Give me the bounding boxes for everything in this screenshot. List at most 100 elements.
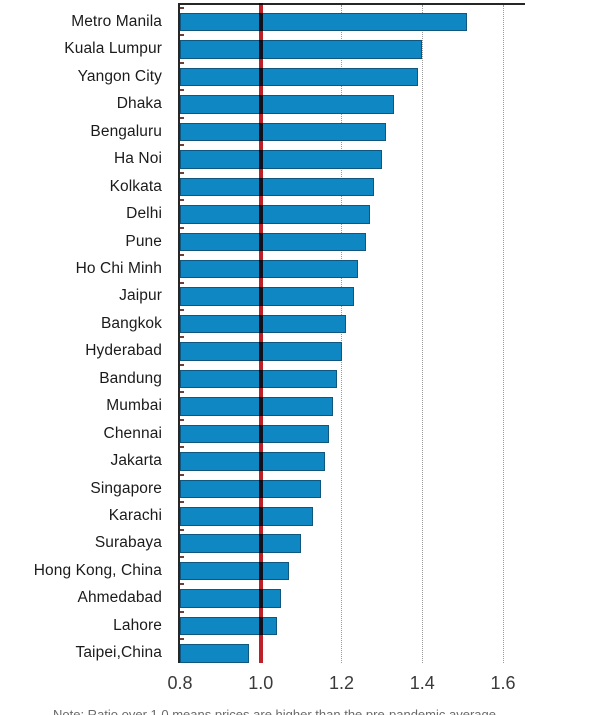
chart-row: Kolkata (0, 169, 602, 197)
bar-hong-kong-china (180, 561, 289, 581)
left-axis-minor-tick (180, 501, 184, 504)
bar-pune (180, 232, 366, 252)
bar-ha-noi (180, 150, 382, 169)
left-axis-minor-tick (180, 281, 184, 284)
chart-row: Ho Chi Minh (0, 251, 602, 279)
left-axis-minor-tick (180, 473, 184, 476)
category-label: Mumbai (106, 397, 162, 415)
left-axis-minor-tick (180, 308, 184, 311)
left-axis-minor-tick (180, 583, 184, 586)
plot-top-spine (178, 3, 525, 5)
left-axis-minor-tick (180, 418, 184, 421)
chart-row: Bengaluru (0, 114, 602, 142)
gridline-1.2 (341, 5, 342, 663)
x-tick-label-1.0: 1.0 (248, 673, 274, 693)
left-axis-minor-tick (180, 391, 184, 394)
category-label: Karachi (108, 507, 162, 525)
bar-metro-manila (180, 12, 467, 32)
chart-row: Bangkok (0, 306, 602, 334)
x-tick-label-0.8: 0.8 (167, 673, 193, 693)
chart-row: Singapore (0, 471, 602, 499)
chart-row: Kuala Lumpur (0, 31, 602, 59)
chart-row: Karachi (0, 498, 602, 526)
left-axis-minor-tick (180, 171, 184, 174)
bar-jakarta (180, 452, 326, 471)
chart-row: Ha Noi (0, 141, 602, 169)
left-axis-minor-tick (180, 7, 184, 9)
category-label: Ho Chi Minh (75, 259, 162, 277)
category-label: Kolkata (109, 177, 162, 195)
reference-line-1.0 (258, 3, 263, 663)
chart-row: Dhaka (0, 86, 602, 114)
left-axis-minor-tick (180, 61, 184, 64)
category-label: Bangkok (100, 314, 162, 332)
category-label: Singapore (90, 479, 162, 497)
category-label: Pune (125, 232, 162, 250)
bar-delhi (180, 205, 370, 224)
category-label: Jaipur (119, 287, 162, 305)
bar-kolkata (180, 177, 374, 197)
left-axis-minor-tick (180, 254, 184, 257)
left-axis-minor-tick (180, 144, 184, 147)
chart-row: Hong Kong, China (0, 553, 602, 581)
chart-row: Delhi (0, 196, 602, 224)
bar-mumbai (180, 397, 334, 416)
left-axis-minor-tick (180, 446, 184, 449)
chart-row: Mumbai (0, 388, 602, 416)
category-label: Lahore (113, 616, 162, 634)
bar-karachi (180, 507, 314, 526)
chart-row: Jaipur (0, 279, 602, 306)
left-axis-minor-tick (180, 199, 184, 202)
chart-row: Taipei,China (0, 635, 602, 663)
bar-kuala-lumpur (180, 40, 423, 59)
chart-row: Lahore (0, 608, 602, 636)
bar-yangon-city (180, 67, 419, 87)
bar-bandung (180, 369, 338, 389)
left-axis-minor-tick (180, 226, 184, 229)
category-label: Dhaka (116, 95, 162, 113)
chart-row: Metro Manila (0, 4, 602, 32)
category-label: Metro Manila (71, 12, 162, 30)
bar-ahmedabad (180, 589, 281, 608)
left-axis-minor-tick (180, 89, 184, 92)
bar-rows: Metro Manila Kuala Lumpur Yangon City Dhaka… (0, 4, 602, 663)
bar-dhaka (180, 95, 394, 114)
caption-text-clipped: Note: Ratio over 1.0 means prices are hi… (53, 707, 500, 715)
bar-singapore (180, 479, 322, 499)
chart-row: Ahmedabad (0, 580, 602, 608)
x-tick-label-1.2: 1.2 (328, 673, 355, 693)
chart-row: Jakarta (0, 443, 602, 471)
category-label: Bengaluru (90, 122, 162, 140)
category-label: Ahmedabad (77, 589, 162, 607)
category-label: Jakarta (110, 452, 162, 470)
chart-row: Pune (0, 224, 602, 252)
chart-row: Yangon City (0, 59, 602, 87)
bar-ho-chi-minh (180, 259, 358, 279)
bar-bengaluru (180, 122, 386, 142)
bar-lahore (180, 616, 277, 636)
category-label: Kuala Lumpur (64, 40, 162, 58)
left-axis-minor-tick (180, 116, 184, 119)
left-axis-minor-tick (180, 363, 184, 366)
left-axis-minor-tick (180, 556, 184, 558)
category-label: Taipei,China (75, 644, 162, 662)
gridline-1.4 (421, 5, 423, 663)
left-axis-minor-tick (180, 336, 184, 339)
category-label: Hong Kong, China (33, 561, 162, 579)
left-axis-minor-tick (180, 610, 184, 613)
category-label: Chennai (103, 424, 162, 442)
gridline-1.6 (502, 5, 504, 663)
bar-surabaya (180, 534, 302, 553)
left-axis-minor-tick (180, 638, 184, 641)
plot-left-axis (178, 3, 180, 663)
bar-jaipur (180, 287, 354, 306)
bar-taipei-china (180, 644, 249, 663)
category-label: Surabaya (94, 534, 162, 552)
chart-row: Chennai (0, 416, 602, 444)
chart-row: Surabaya (0, 526, 602, 553)
x-tick-label-1.6: 1.6 (490, 673, 516, 693)
category-label: Bandung (99, 369, 162, 387)
category-label: Delhi (126, 205, 162, 223)
bar-bangkok (180, 314, 346, 334)
